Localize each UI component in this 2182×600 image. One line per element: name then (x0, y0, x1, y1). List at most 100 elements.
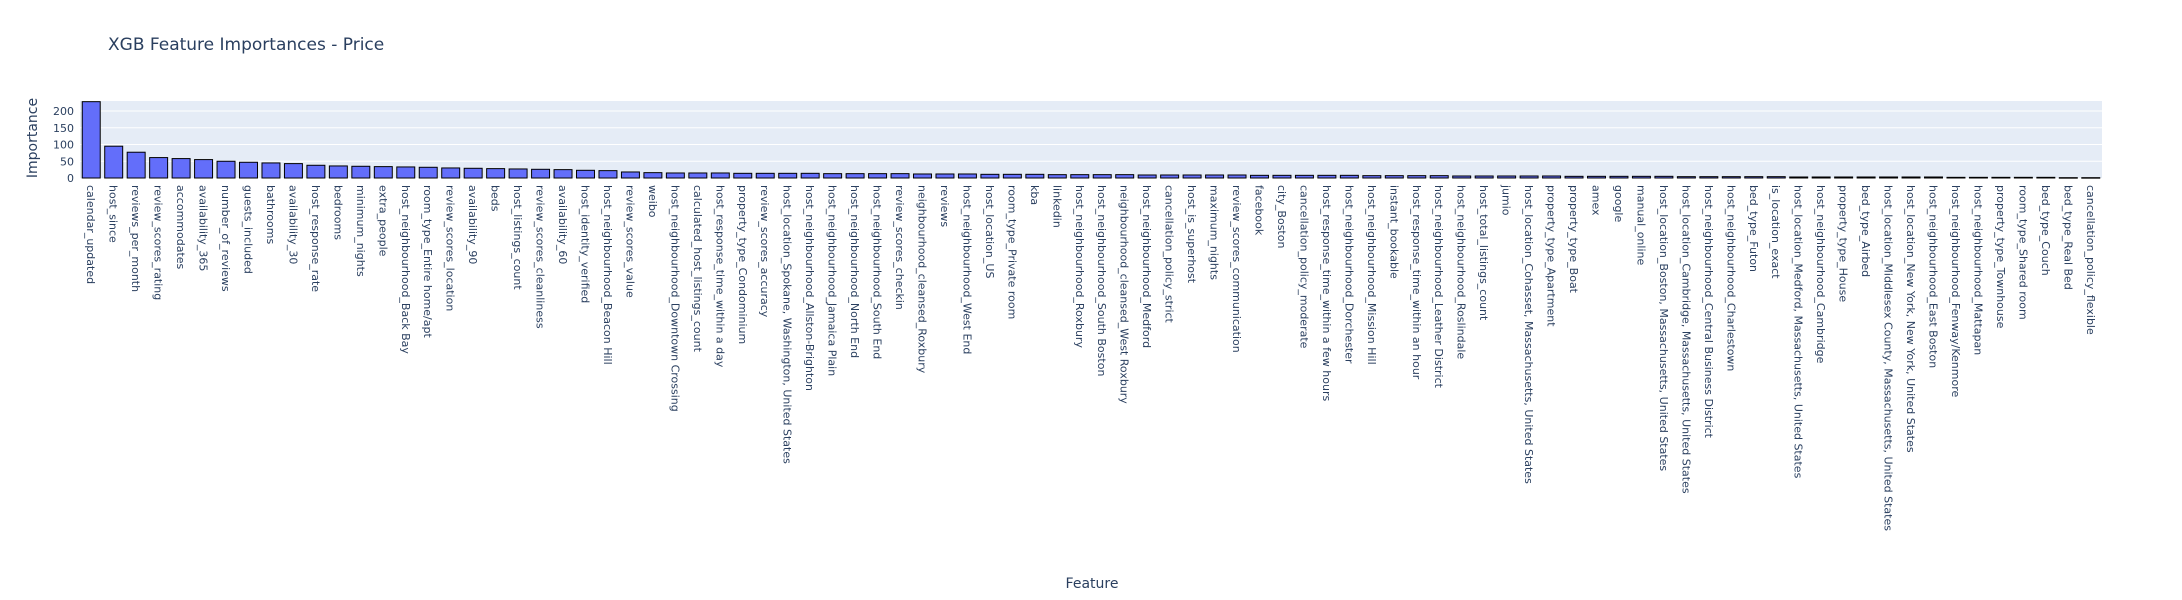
bar (1339, 174, 1359, 179)
x-tick-label: host_location_US (983, 185, 996, 278)
bar (216, 160, 236, 179)
bar (1564, 175, 1584, 179)
x-tick-label: beds (489, 185, 502, 212)
bar (553, 169, 573, 179)
bar (239, 161, 258, 179)
bar (351, 165, 371, 179)
bar (800, 172, 820, 179)
x-tick-label: host_location_Cohasset, Massachusetts, U… (1522, 185, 1535, 484)
y-tick-label: 100 (53, 139, 74, 152)
x-tick-label: amex (1590, 185, 1603, 216)
bar (1362, 175, 1382, 179)
bar (1250, 174, 1269, 179)
x-tick-label: extra_people (376, 185, 389, 257)
x-tick-label: property_type_Condominium (736, 185, 749, 344)
x-tick-label: host_response_rate (309, 185, 322, 292)
x-tick-label: host_neighbourhood_South End (871, 185, 884, 359)
bar (1317, 174, 1337, 179)
bar (1542, 175, 1562, 179)
x-tick-label: manual_online (1634, 185, 1647, 265)
bar (1429, 175, 1449, 179)
bar (1047, 174, 1067, 179)
bar (665, 172, 685, 179)
x-tick-label: calculated_host_listings_count (691, 185, 704, 353)
x-tick-label: host_neighbourhood_Central Business Dist… (1702, 185, 1715, 439)
bar (1834, 176, 1854, 179)
x-tick-label: city_Boston (1275, 185, 1288, 248)
plot-area: 0 50 100 150 200 calendar_updated host_since re… (53, 101, 2102, 531)
bar (283, 163, 303, 179)
x-tick-label: availability_30 (286, 185, 299, 264)
x-tick-label: cancellation_policy_strict (1163, 185, 1176, 324)
x-tick-label: review_scores_communication (1230, 185, 1243, 353)
bar (1924, 176, 1943, 179)
bar (441, 167, 461, 179)
bar (1631, 175, 1651, 179)
bar (1789, 176, 1809, 179)
bar (81, 101, 101, 179)
x-tick-label: property_type_Townhouse (1994, 185, 2007, 329)
x-tick-label: neighbourhood_cleansed_Roxbury (916, 185, 929, 374)
x-tick-label: availability_90 (466, 185, 479, 264)
x-tick-label: host_response_time_within a day (713, 185, 726, 368)
bar (957, 173, 977, 179)
x-tick-label: bed_type_Airbed (1859, 185, 1872, 277)
bar (1991, 176, 2011, 179)
x-tick-label: host_location_Middlesex County, Massachu… (1882, 185, 1895, 531)
x-tick-label: is_location_exact (1769, 185, 1782, 279)
x-tick-label: host_neighbourhood_Back Bay (399, 185, 412, 354)
x-tick-label: host_response_time_within a few hours (1320, 185, 1333, 401)
bar (2081, 177, 2101, 179)
bar (598, 170, 618, 179)
bar (1115, 174, 1135, 179)
x-tick-label: host_neighbourhood_Dorchester (1342, 185, 1355, 364)
bar (755, 172, 775, 179)
x-tick-label: bathrooms (264, 185, 277, 244)
bar (1609, 175, 1629, 179)
x-tick-label: guests_included (242, 185, 255, 274)
bar (1384, 175, 1404, 179)
x-tick-label: bed_type_Futon (1747, 185, 1760, 272)
x-tick-label: host_neighbourhood_Roslindale (1455, 185, 1468, 359)
bar (328, 165, 348, 179)
bar (890, 173, 910, 179)
x-tick-label: host_neighbourhood_South Boston (1095, 185, 1108, 376)
x-tick-label: host_neighbourhood_Cambridge (1814, 185, 1827, 364)
x-tick-label: property_type_Boat (1567, 185, 1580, 294)
bar (1272, 174, 1292, 179)
x-tick-label: property_type_Apartment (1545, 185, 1558, 327)
bar (643, 172, 663, 179)
x-tick-label: instant_bookable (1387, 185, 1400, 279)
x-tick-label: kba (1028, 185, 1041, 205)
x-tick-label: bed_type_Real Bed (2061, 185, 2074, 290)
x-tick-label: host_response_time_within an hour (1410, 185, 1423, 380)
x-tick-label: review_scores_checkin (893, 185, 906, 310)
x-tick-label: host_neighbourhood_Allston-Brighton (803, 185, 816, 391)
x-tick-label: reviews_per_month (129, 185, 142, 292)
bar (194, 159, 214, 179)
x-tick-label: review_scores_location (444, 185, 457, 311)
x-tick-label: host_neighbourhood_North End (848, 185, 861, 358)
x-tick-label: google (1612, 185, 1625, 222)
bar (2036, 176, 2056, 179)
bar (1766, 176, 1786, 179)
bar (913, 173, 932, 179)
x-tick-label: host_neighbourhood_Mattapan (1971, 185, 1984, 355)
bar (1227, 174, 1247, 179)
bar (845, 173, 865, 179)
x-tick-label: availability_60 (556, 185, 569, 264)
x-tick-label: host_neighbourhood_Charlestown (1724, 185, 1737, 371)
x-tick-label: room_type_Entire home/apt (421, 185, 434, 338)
x-tick-label: minimum_nights (354, 185, 367, 277)
x-tick-label: host_listings_count (511, 185, 524, 290)
x-tick-label: host_neighbourhood_Roxbury (1073, 185, 1086, 348)
bar (1474, 175, 1494, 179)
x-tick-label: host_neighbourhood_East Boston (1927, 185, 1940, 368)
bar (980, 173, 1000, 179)
x-tick-label: calendar_updated (84, 185, 97, 284)
x-tick-label: maximum_nights (1208, 185, 1221, 280)
x-tick-label: review_scores_value (623, 185, 636, 298)
bar (1205, 174, 1225, 179)
x-tick-label: host_location_New York, New York, United… (1904, 185, 1917, 453)
